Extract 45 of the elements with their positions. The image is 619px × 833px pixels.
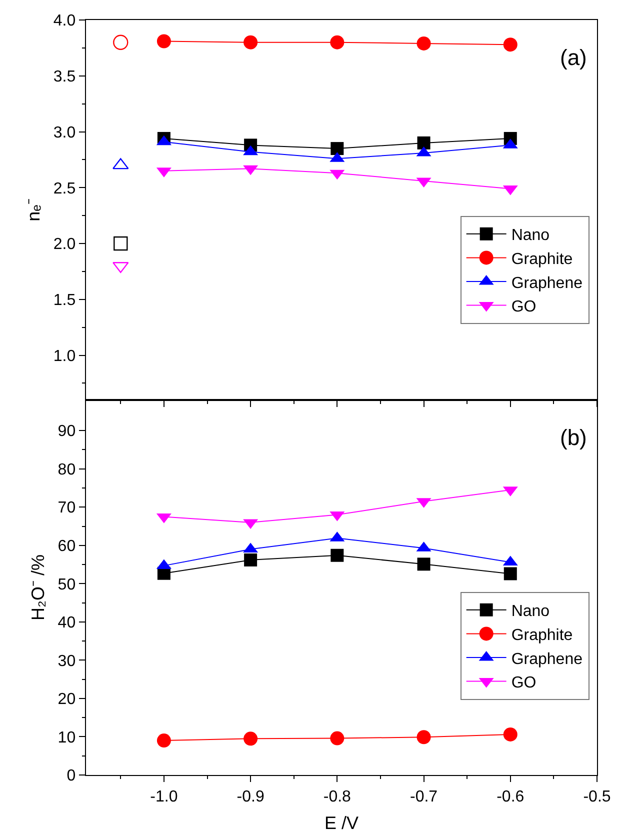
y-tick-label: 50 bbox=[58, 576, 76, 594]
point bbox=[416, 36, 431, 50]
y-tick-label: 1.5 bbox=[53, 292, 76, 310]
y-tick-label: 3.0 bbox=[53, 124, 76, 142]
legend-label: Graphite bbox=[511, 626, 573, 644]
point bbox=[330, 142, 344, 156]
y-tick-label: 60 bbox=[58, 538, 76, 556]
y-tick-label: 2.5 bbox=[53, 180, 76, 198]
point bbox=[156, 34, 171, 48]
x-tick-label: -0.7 bbox=[410, 788, 438, 806]
annotation: (a) bbox=[560, 45, 587, 70]
point bbox=[113, 34, 128, 50]
point bbox=[503, 38, 518, 52]
legend-label: GO bbox=[511, 674, 536, 692]
y-tick-label: 3.5 bbox=[53, 68, 76, 86]
y-tick-label: 20 bbox=[58, 691, 76, 708]
y-tick-label: 4.0 bbox=[53, 12, 76, 30]
y-tick-label: 30 bbox=[58, 652, 76, 670]
legend-label: Graphene bbox=[511, 274, 583, 292]
point bbox=[330, 35, 344, 50]
x-axis-title: E /V bbox=[324, 813, 359, 833]
x-tick-label: -1.0 bbox=[150, 788, 178, 806]
y-tick-label: 2.0 bbox=[53, 236, 76, 254]
y-tick-label: 90 bbox=[58, 423, 76, 440]
legend-label: Nano bbox=[511, 227, 550, 244]
legend-label: Nano bbox=[511, 603, 550, 620]
x-tick-label: -0.8 bbox=[323, 788, 352, 806]
y-tick-label: 80 bbox=[58, 461, 76, 478]
y-tick-label: 40 bbox=[58, 614, 76, 632]
point bbox=[417, 136, 430, 150]
x-tick-label: -0.5 bbox=[583, 788, 611, 806]
annotation: (b) bbox=[560, 425, 587, 450]
y-tick-label: 0 bbox=[66, 768, 76, 785]
legend-label: GO bbox=[511, 298, 536, 316]
y-tick-label: 10 bbox=[58, 729, 76, 746]
y-tick-label: 1.0 bbox=[53, 348, 76, 365]
point bbox=[114, 236, 128, 251]
x-tick-label: -0.6 bbox=[496, 788, 524, 806]
point bbox=[244, 35, 258, 50]
x-tick-label: -0.9 bbox=[236, 788, 264, 806]
legend-label: Graphene bbox=[511, 650, 583, 668]
legend-label: Graphite bbox=[511, 250, 573, 268]
y-axis-title: H₂O⁻ /% bbox=[28, 554, 48, 620]
y-axis-title: nₑ⁻ bbox=[24, 198, 44, 222]
y-tick-label: 70 bbox=[58, 500, 76, 517]
